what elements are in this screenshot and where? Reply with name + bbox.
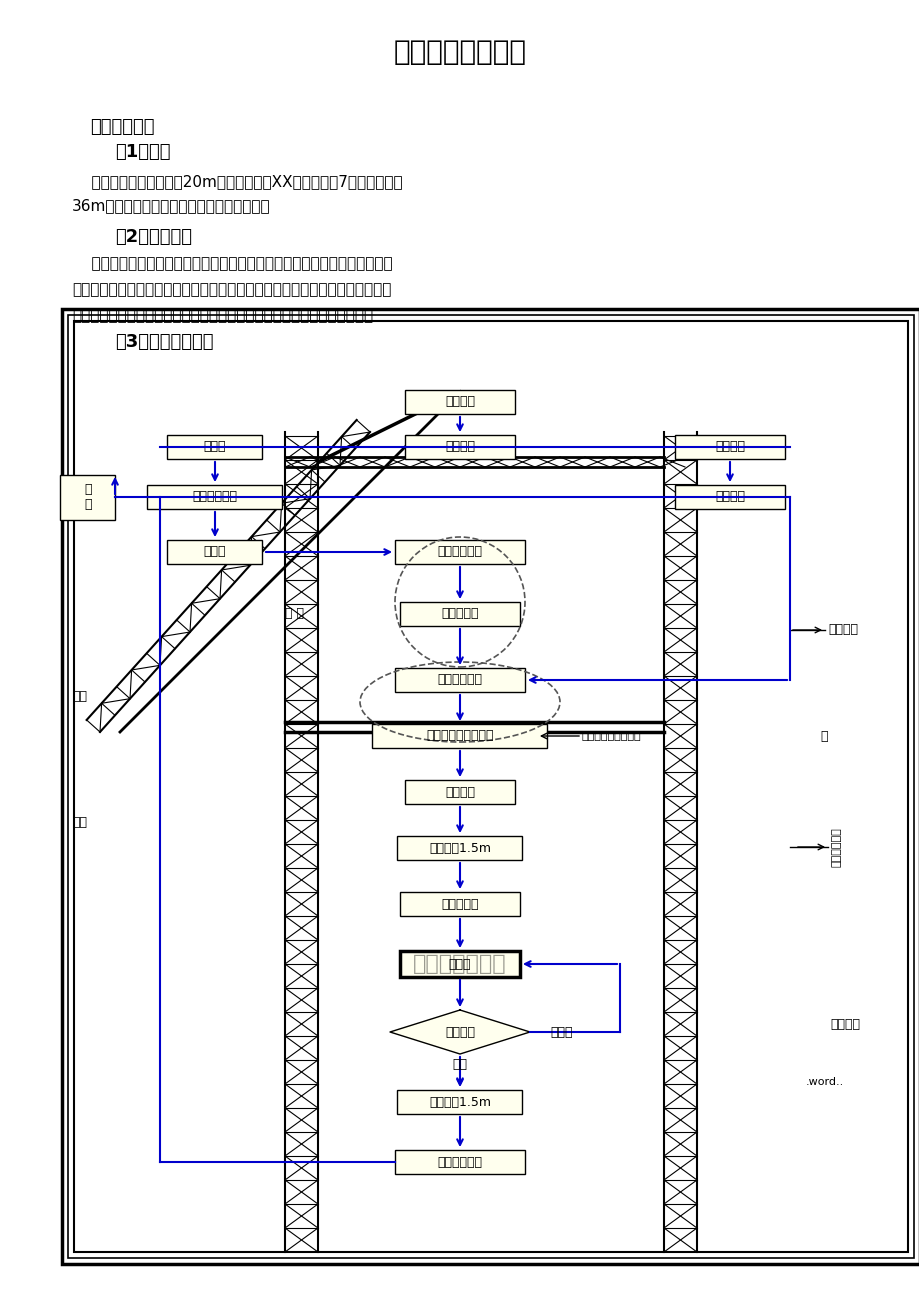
FancyBboxPatch shape [394, 668, 525, 691]
Text: 平整场: 平整场 [203, 440, 226, 453]
Text: 拼装平台: 拼装平台 [714, 491, 744, 504]
Text: .word..: .word.. [805, 1077, 844, 1087]
Text: 〔3〕施工工艺流程: 〔3〕施工工艺流程 [115, 333, 213, 352]
Text: 三个循环: 三个循环 [445, 1026, 474, 1039]
Text: 作业场地: 作业场地 [827, 624, 857, 637]
FancyBboxPatch shape [62, 309, 919, 1264]
FancyBboxPatch shape [404, 391, 515, 414]
Text: 留孔道搭设托架支承模板施工。墩身施工用料及砼的垂直运输由墩旁塔吊完成。: 留孔道搭设托架支承模板施工。墩身施工用料及砼的垂直运输由墩旁塔吊完成。 [72, 283, 391, 297]
FancyBboxPatch shape [397, 1090, 522, 1115]
Text: 桩: 桩 [819, 730, 826, 743]
Text: 〔2〕施工方法: 〔2〕施工方法 [115, 228, 192, 246]
Polygon shape [390, 1010, 529, 1055]
FancyBboxPatch shape [167, 540, 262, 564]
Text: 行走施工电梯: 行走施工电梯 [831, 827, 841, 867]
FancyBboxPatch shape [147, 486, 282, 509]
FancyBboxPatch shape [675, 486, 784, 509]
Text: 施工准备: 施工准备 [445, 396, 474, 409]
Text: 施工人员上下作业使用施工电梯。砼由砼拌合站搅拌。施工布置图见下列图: 施工人员上下作业使用施工电梯。砼由砼拌合站搅拌。施工布置图见下列图 [72, 309, 373, 323]
Text: 施工布置平面图: 施工布置平面图 [413, 954, 506, 974]
FancyBboxPatch shape [397, 836, 522, 861]
FancyBboxPatch shape [394, 540, 525, 564]
Text: 立墩身模板: 立墩身模板 [441, 897, 478, 910]
Text: 载人平台: 载人平台 [829, 1017, 859, 1030]
Text: 完成: 完成 [452, 1057, 467, 1070]
FancyBboxPatch shape [61, 474, 116, 519]
FancyBboxPatch shape [400, 950, 519, 976]
Text: 备
料: 备 料 [85, 483, 92, 510]
FancyBboxPatch shape [675, 435, 784, 460]
Text: 墩身采用液压自升平台式翻模施工。墩顶盖梁的施工采用桥墩的预埋件和预: 墩身采用液压自升平台式翻模施工。墩顶盖梁的施工采用桥墩的预埋件和预 [72, 256, 392, 272]
Text: 平台提升1.5m: 平台提升1.5m [428, 1095, 491, 1108]
Text: 施工电梯主笼: 施工电梯主笼 [192, 491, 237, 504]
Text: 撤除下节模板: 撤除下节模板 [437, 1155, 482, 1168]
Text: 固定模板: 固定模板 [445, 785, 474, 798]
Text: 导管预留孔: 导管预留孔 [441, 608, 478, 621]
Text: 平整场地: 平整场地 [714, 440, 744, 453]
FancyBboxPatch shape [372, 724, 547, 749]
FancyBboxPatch shape [394, 1150, 525, 1174]
Text: 墩墩平台就位: 墩墩平台就位 [437, 673, 482, 686]
Text: 桥梁高墩施工方案: 桥梁高墩施工方案 [393, 38, 526, 66]
FancyBboxPatch shape [167, 435, 262, 460]
Text: 浇注砼: 浇注砼 [448, 957, 471, 970]
Text: 〔1〕概述: 〔1〕概述 [115, 143, 170, 161]
Text: 位置调整、准确就位: 位置调整、准确就位 [425, 729, 494, 742]
Text: 本合同段桥墩墩高大于20m的很多，其中XX高架桥右线7号墩最高到达: 本合同段桥墩墩高大于20m的很多，其中XX高架桥右线7号墩最高到达 [72, 174, 403, 190]
FancyBboxPatch shape [400, 892, 519, 917]
Text: 平台提升1.5m: 平台提升1.5m [428, 841, 491, 854]
FancyBboxPatch shape [404, 780, 515, 805]
Text: 系 梁: 系 梁 [285, 608, 304, 621]
FancyBboxPatch shape [404, 435, 515, 460]
Text: 一、高墩施工: 一、高墩施工 [90, 118, 154, 135]
Text: 未完成: 未完成 [550, 1026, 572, 1039]
Text: 放线定位: 放线定位 [445, 440, 474, 453]
Text: 塔吊: 塔吊 [72, 690, 87, 703]
FancyBboxPatch shape [400, 602, 519, 626]
Text: 吊架斤顶及顶杆位置: 吊架斤顶及顶杆位置 [582, 730, 641, 741]
Text: 36m。均按高墩施工，墩身均为等截面圆形。: 36m。均按高墩施工，墩身均为等截面圆形。 [72, 198, 270, 214]
Text: 清理孔桩砼头: 清理孔桩砼头 [437, 546, 482, 559]
Text: 拌合砼: 拌合砼 [203, 546, 226, 559]
FancyBboxPatch shape [74, 322, 907, 1253]
Text: 塔吊: 塔吊 [72, 815, 87, 828]
